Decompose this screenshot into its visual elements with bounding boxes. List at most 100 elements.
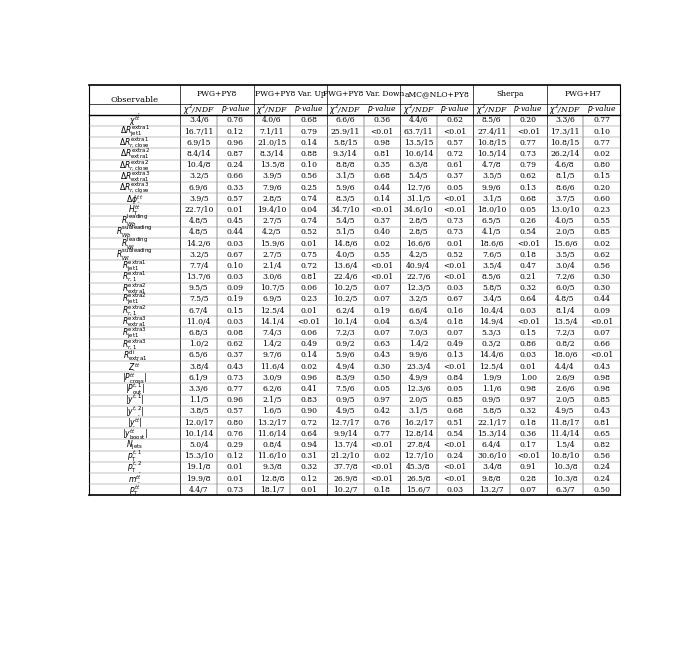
Text: 0.43: 0.43 [593,362,610,371]
Text: 0.73: 0.73 [227,374,244,382]
Text: 2.6/9: 2.6/9 [555,374,575,382]
Text: 6.9/5: 6.9/5 [262,295,282,304]
Text: 0.10: 0.10 [227,262,244,270]
Text: 1.00: 1.00 [520,374,537,382]
Text: 45.3/8: 45.3/8 [406,463,431,472]
Text: 0.50: 0.50 [373,374,391,382]
Text: 0.14: 0.14 [373,194,391,203]
Text: 0.68: 0.68 [373,172,391,180]
Text: 6.5/6: 6.5/6 [189,351,208,359]
Text: 0.19: 0.19 [373,307,391,315]
Text: 0.01: 0.01 [300,307,317,315]
Text: 27.4/11: 27.4/11 [477,128,506,136]
Text: 6.4/4: 6.4/4 [482,441,502,449]
Text: $|P^{t,1}_{\mathrm{out}}|$: $|P^{t,1}_{\mathrm{out}}|$ [125,381,145,397]
Text: 0.06: 0.06 [300,284,317,292]
Text: $\Delta R^{\mathrm{extra3}}_{\mathrm{extra1}}$: $\Delta R^{\mathrm{extra3}}_{\mathrm{ext… [119,169,150,184]
Text: 7.2/3: 7.2/3 [335,329,355,337]
Text: 0.07: 0.07 [373,284,391,292]
Text: 14.9/4: 14.9/4 [480,318,504,326]
Text: 6.8/3: 6.8/3 [189,329,208,337]
Text: 0.24: 0.24 [227,162,244,169]
Text: 4.0/5: 4.0/5 [335,251,355,259]
Text: 22.7/10: 22.7/10 [184,206,213,214]
Text: 0.50: 0.50 [593,486,610,494]
Text: <0.01: <0.01 [444,273,466,281]
Text: $R^{\mathrm{leading}}_{Wl}$: $R^{\mathrm{leading}}_{Wl}$ [121,235,148,251]
Text: 0.36: 0.36 [373,116,391,125]
Text: 0.01: 0.01 [446,240,464,247]
Text: 1.5/4: 1.5/4 [555,441,575,449]
Text: 0.03: 0.03 [227,240,244,247]
Text: PWG+H7: PWG+H7 [565,90,602,98]
Text: $R^{\mathrm{di}}_{\mathrm{extra1}}$: $R^{\mathrm{di}}_{\mathrm{extra1}}$ [123,348,147,363]
Text: 4.9/9: 4.9/9 [408,374,428,382]
Text: 9.8/8: 9.8/8 [482,475,502,483]
Text: 0.18: 0.18 [520,251,537,259]
Text: 10.4/8: 10.4/8 [186,162,211,169]
Text: 0.44: 0.44 [373,183,391,192]
Text: 63.7/11: 63.7/11 [404,128,433,136]
Text: $p$-value: $p$-value [294,103,324,116]
Text: 0.82: 0.82 [593,441,610,449]
Text: 4.0/6: 4.0/6 [262,116,282,125]
Text: 12.5/4: 12.5/4 [259,307,284,315]
Text: 0.74: 0.74 [300,194,317,203]
Text: 0.24: 0.24 [446,452,464,460]
Text: 12.8/14: 12.8/14 [404,430,433,438]
Text: 10.2/7: 10.2/7 [333,486,357,494]
Text: 0.73: 0.73 [520,150,537,158]
Text: 0.85: 0.85 [593,228,610,236]
Text: 14.2/6: 14.2/6 [186,240,211,247]
Text: 0.96: 0.96 [227,139,244,147]
Text: $R^{\mathrm{extra3}}_{r,1}$: $R^{\mathrm{extra3}}_{r,1}$ [122,337,147,351]
Text: <0.01: <0.01 [444,441,466,449]
Text: 0.9/5: 0.9/5 [482,396,502,404]
Text: 12.7/17: 12.7/17 [331,419,360,426]
Text: 1.9/9: 1.9/9 [482,374,502,382]
Text: 0.36: 0.36 [520,430,537,438]
Text: 0.80: 0.80 [227,419,244,426]
Text: 4.4/4: 4.4/4 [555,362,575,371]
Text: 4.0/5: 4.0/5 [555,217,575,225]
Text: 0.24: 0.24 [593,475,610,483]
Text: 0.83: 0.83 [300,396,317,404]
Text: Sherpa: Sherpa [496,90,524,98]
Text: 0.49: 0.49 [300,340,317,348]
Text: $R^{\mathrm{extra2}}_{\mathrm{jet1}}$: $R^{\mathrm{extra2}}_{\mathrm{jet1}}$ [122,292,147,307]
Text: 0.81: 0.81 [300,273,317,281]
Text: 0.20: 0.20 [593,183,610,192]
Text: 0.96: 0.96 [227,396,244,404]
Text: $p^{t,1}_{\mathrm{T}}$: $p^{t,1}_{\mathrm{T}}$ [127,448,142,464]
Text: 0.62: 0.62 [520,172,537,180]
Text: 0.33: 0.33 [227,183,244,192]
Text: 0.03: 0.03 [227,273,244,281]
Text: $\Delta R^{\mathrm{extra3}}_{r,\mathrm{close}}$: $\Delta R^{\mathrm{extra3}}_{r,\mathrm{c… [119,180,150,195]
Text: 30.6/10: 30.6/10 [477,452,506,460]
Text: 4.8/5: 4.8/5 [555,295,575,304]
Text: 0.72: 0.72 [300,262,317,270]
Text: $R^{\mathrm{subleading}}_{Wl}$: $R^{\mathrm{subleading}}_{Wl}$ [117,247,153,263]
Text: 0.42: 0.42 [373,408,391,415]
Text: 14.1/4: 14.1/4 [259,318,284,326]
Text: $|y^{t,2}|$: $|y^{t,2}|$ [125,404,144,419]
Text: 0.41: 0.41 [300,385,317,393]
Text: 15.6/6: 15.6/6 [553,240,578,247]
Text: 13.5/4: 13.5/4 [553,318,578,326]
Text: $\chi^{t\bar{t}}$: $\chi^{t\bar{t}}$ [129,112,141,128]
Text: 18.0/10: 18.0/10 [477,206,506,214]
Text: 3.2/5: 3.2/5 [408,295,428,304]
Text: 0.43: 0.43 [373,351,391,359]
Text: 0.15: 0.15 [593,172,610,180]
Text: $R^{\mathrm{extra3}}_{\mathrm{jet1}}$: $R^{\mathrm{extra3}}_{\mathrm{jet1}}$ [122,326,147,341]
Text: 0.62: 0.62 [446,116,464,125]
Text: 0.8/2: 0.8/2 [555,340,575,348]
Text: 0.18: 0.18 [373,486,391,494]
Text: 10.8/15: 10.8/15 [551,139,580,147]
Text: 23.3/4: 23.3/4 [406,362,431,371]
Text: 0.23: 0.23 [593,206,610,214]
Text: 9.3/8: 9.3/8 [262,463,282,472]
Text: 0.54: 0.54 [446,430,464,438]
Text: $H^{t\bar{t}}_{\mathrm{T}}$: $H^{t\bar{t}}_{\mathrm{T}}$ [128,202,141,218]
Text: 0.07: 0.07 [373,329,391,337]
